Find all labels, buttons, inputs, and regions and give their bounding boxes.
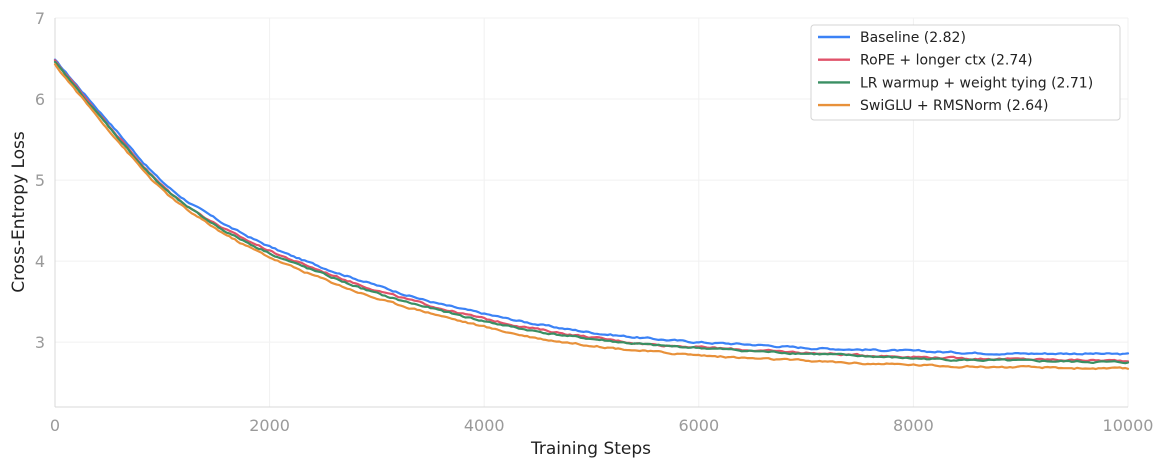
- x-tick-label: 2000: [249, 416, 290, 435]
- series-line: [53, 58, 1130, 356]
- legend-label: SwiGLU + RMSNorm (2.64): [860, 98, 1048, 114]
- y-tick-label: 7: [35, 9, 45, 28]
- series-line: [53, 63, 1130, 371]
- series-line: [53, 59, 1130, 363]
- legend-label: LR warmup + weight tying (2.71): [860, 75, 1093, 91]
- y-tick-label: 4: [35, 252, 45, 271]
- x-axis-title: Training Steps: [530, 439, 651, 459]
- legend-box: [810, 24, 1121, 121]
- axes: [54, 18, 1128, 408]
- y-axis-title: Cross-Entropy Loss: [9, 131, 29, 293]
- x-tick-label: 4000: [464, 416, 505, 435]
- x-tick-label: 10000: [1103, 416, 1154, 435]
- x-tick-label: 8000: [893, 416, 934, 435]
- x-tick-label: 0: [50, 416, 60, 435]
- y-tick-label: 6: [35, 90, 45, 109]
- series-line: [53, 60, 1130, 365]
- x-tick-label: 6000: [678, 416, 719, 435]
- legend-items: Baseline (2.82) RoPE + longer ctx (2.74) L…: [818, 30, 1093, 114]
- legend-label: RoPE + longer ctx (2.74): [860, 53, 1033, 69]
- y-tick-label: 3: [35, 333, 45, 352]
- y-tick-label: 5: [35, 171, 45, 190]
- legend: Baseline (2.82) RoPE + longer ctx (2.74) L…: [810, 24, 1121, 121]
- series-lines: [53, 58, 1130, 371]
- tick-labels: 0 2000 4000 6000 8000 10000 3 4 5 6 7: [35, 9, 1154, 435]
- legend-label: Baseline (2.82): [860, 30, 966, 46]
